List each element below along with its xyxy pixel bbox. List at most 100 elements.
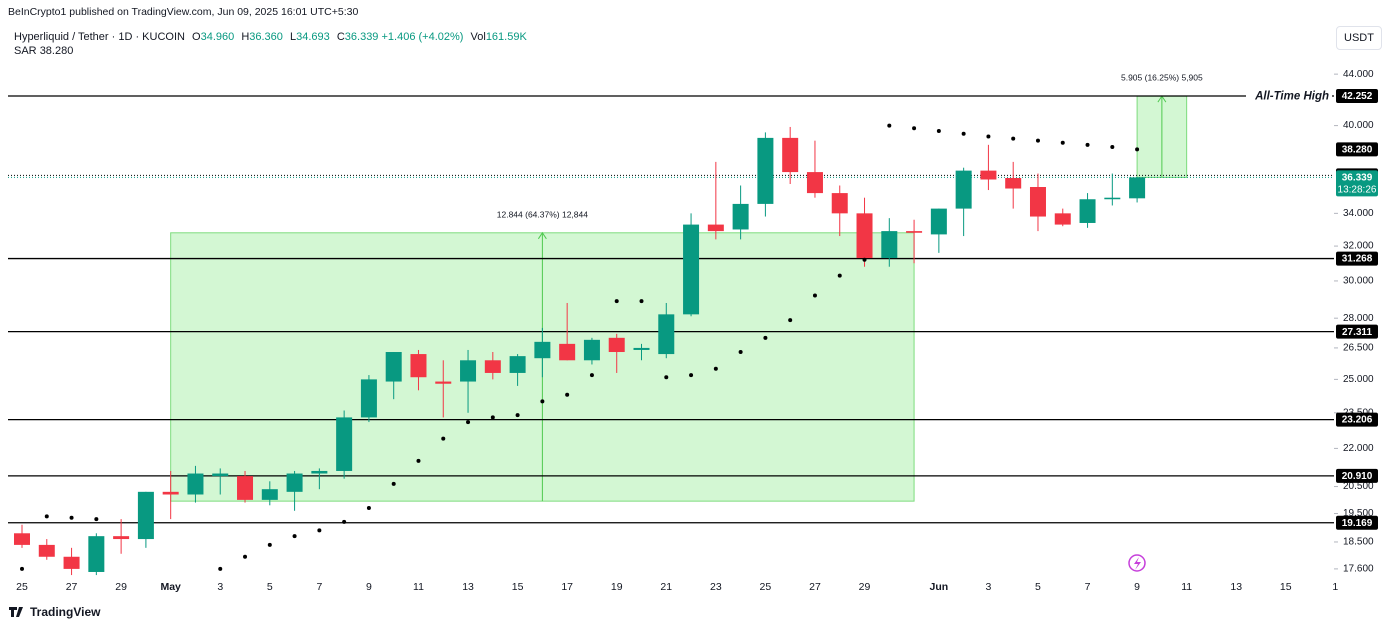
indicator-name: SAR: [14, 45, 37, 57]
y-tick-label: 26.500: [1343, 343, 1374, 354]
candle-body: [757, 137, 774, 204]
candle-body: [881, 231, 898, 259]
lightning-icon[interactable]: [1128, 554, 1146, 572]
x-tick-label: 3: [985, 581, 991, 593]
sar-dot: [788, 318, 793, 323]
candle-body: [38, 544, 55, 557]
candle-body: [1029, 187, 1046, 217]
candle-body: [113, 536, 130, 540]
sar-dot: [540, 399, 545, 404]
candle-body: [683, 224, 700, 315]
currency-button[interactable]: USDT: [1336, 26, 1382, 50]
sar-dot: [1135, 147, 1140, 152]
x-tick-label: 11: [413, 581, 424, 593]
candle-body: [732, 203, 749, 230]
x-tick-label: 7: [316, 581, 322, 593]
stat-key: L: [289, 31, 297, 43]
x-tick-label: 1: [1332, 581, 1338, 593]
candle-body: [980, 170, 997, 180]
y-tick-label: 40.000: [1343, 120, 1374, 131]
x-tick-label: 15: [1280, 581, 1292, 593]
level-label: 23.206: [1342, 415, 1373, 426]
sar-dot: [1060, 140, 1065, 145]
candle-body: [212, 473, 229, 477]
x-tick-label: 27: [66, 581, 78, 593]
candle-body: [534, 341, 551, 359]
level-label: 27.311: [1342, 327, 1372, 338]
x-tick-label: 15: [512, 581, 524, 593]
x-tick-label: 3: [217, 581, 223, 593]
candle-body: [286, 473, 303, 492]
candle-body: [1129, 177, 1146, 199]
sar-dot: [218, 566, 223, 571]
sar-dot: [391, 481, 396, 486]
sar-dot: [366, 506, 371, 511]
y-tick-label: 25.000: [1343, 374, 1374, 385]
sar-dot: [713, 366, 718, 371]
candle-body: [930, 208, 947, 235]
level-note: All-Time High: [1254, 91, 1329, 103]
sar-dot: [1110, 144, 1115, 149]
symbol-legend: Hyperliquid / Tether · 1D · KUCOIN O34.9…: [14, 31, 527, 43]
sar-dot: [94, 517, 99, 522]
x-tick-label: 9: [366, 581, 372, 593]
x-tick-label: 25: [760, 581, 772, 593]
candle-body: [336, 417, 353, 471]
level-label-bg: [1336, 515, 1378, 530]
y-tick-label: 19.500: [1343, 508, 1374, 519]
sar-dot: [837, 273, 842, 278]
sar-dot: [267, 542, 272, 547]
stat-value: 36.360: [249, 31, 283, 43]
candle-body: [435, 381, 452, 384]
current-price-label: 36.339: [1342, 173, 1373, 184]
candle-body: [707, 224, 724, 232]
x-tick-label: 13: [1230, 581, 1242, 593]
sar-dot: [862, 257, 867, 262]
stat-value: 34.693: [296, 31, 330, 43]
x-tick-label: 23: [710, 581, 722, 593]
x-tick-label: 21: [660, 581, 672, 593]
sar-dot: [317, 528, 322, 533]
x-tick-label: 11: [1181, 581, 1192, 593]
sar-dot: [1085, 142, 1090, 147]
candle-body: [14, 533, 30, 545]
x-tick-label: 7: [1085, 581, 1091, 593]
sar-dot: [738, 350, 743, 355]
level-note-bg: [1246, 89, 1332, 104]
sar-dot: [342, 519, 347, 524]
sar-dot: [812, 293, 817, 298]
candle-body: [608, 337, 625, 353]
candle-body: [831, 193, 848, 214]
candle-body: [1054, 213, 1071, 225]
candle-body: [658, 314, 675, 355]
icon-bolt: [1134, 557, 1141, 570]
y-tick-label: 28.000: [1343, 313, 1374, 324]
y-tick-label: 32.000: [1343, 241, 1374, 252]
candle-body: [63, 556, 80, 569]
sar-dot: [639, 299, 644, 304]
volume-value: 161.59K: [485, 31, 527, 43]
sar-dot: [614, 299, 619, 304]
y-tick-label: 34.000: [1343, 208, 1374, 219]
x-tick-label: 19: [611, 581, 623, 593]
x-tick-label: 29: [115, 581, 127, 593]
range-label: 12.844 (64.37%) 12,844: [497, 209, 588, 219]
candle-body: [261, 489, 278, 500]
volume-key: Vol: [470, 31, 486, 43]
candle-body: [856, 213, 873, 259]
candle-body: [782, 137, 799, 173]
candle-body: [1079, 199, 1096, 223]
sar-dot: [441, 436, 446, 441]
sar-dot: [936, 129, 941, 134]
sar-dot: [44, 514, 49, 519]
sar-label-bg: [1336, 142, 1378, 157]
x-tick-label: 5: [1035, 581, 1041, 593]
candle-body: [385, 352, 402, 382]
y-tick-label: 30.000: [1343, 276, 1374, 287]
candle-body: [633, 347, 650, 350]
symbol: Hyperliquid / Tether · 1D · KUCOIN: [14, 31, 185, 43]
y-tick-label: 22.000: [1343, 443, 1374, 454]
publisher: BeInCrypto1 published on TradingView.com…: [8, 6, 359, 18]
